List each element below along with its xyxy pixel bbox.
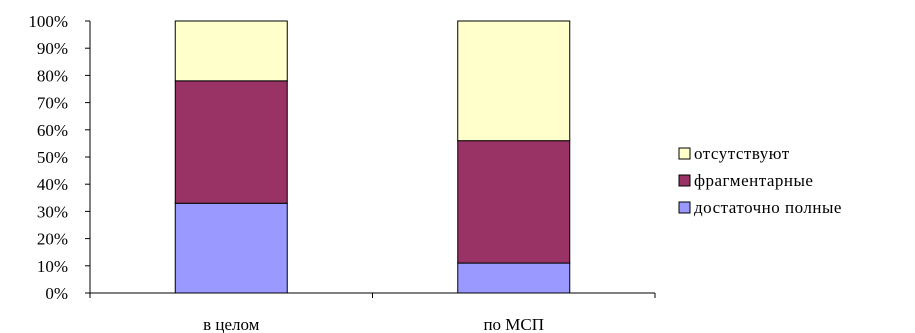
y-tick-label: 40% — [37, 175, 68, 194]
legend-label: фрагментарные — [694, 171, 813, 190]
x-category-label: по МСП — [483, 315, 544, 333]
y-tick-label: 0% — [45, 284, 68, 303]
x-axis-labels: в целом по МСП — [203, 315, 544, 333]
y-tick-label: 50% — [37, 148, 68, 167]
bar-segment — [174, 20, 288, 82]
bars — [174, 20, 571, 294]
legend: отсутствуют фрагментарные достаточно полны… — [678, 144, 842, 217]
y-tick-label: 10% — [37, 257, 68, 276]
y-tick-label: 60% — [37, 121, 68, 140]
legend-swatch — [678, 174, 691, 187]
y-tick-label: 70% — [37, 94, 68, 113]
bar-segment — [174, 202, 288, 294]
y-tick-label: 90% — [37, 39, 68, 58]
y-tick-label: 80% — [37, 66, 68, 85]
legend-swatch — [678, 147, 691, 160]
legend-label: достаточно полные — [694, 198, 842, 217]
bar-segment — [457, 262, 571, 294]
bar-segment — [174, 80, 288, 204]
bar-segment — [457, 140, 571, 264]
y-tick-label: 100% — [28, 12, 68, 31]
legend-swatch — [678, 201, 691, 214]
bar-segment — [457, 20, 571, 142]
legend-label: отсутствуют — [694, 144, 790, 163]
y-axis-ticks: 0% 10% 20% 30% 40% 50% 60% 70% 80% 90% 100% — [28, 12, 90, 303]
x-category-label: в целом — [203, 315, 260, 333]
y-tick-label: 30% — [37, 202, 68, 221]
y-tick-label: 20% — [37, 230, 68, 249]
